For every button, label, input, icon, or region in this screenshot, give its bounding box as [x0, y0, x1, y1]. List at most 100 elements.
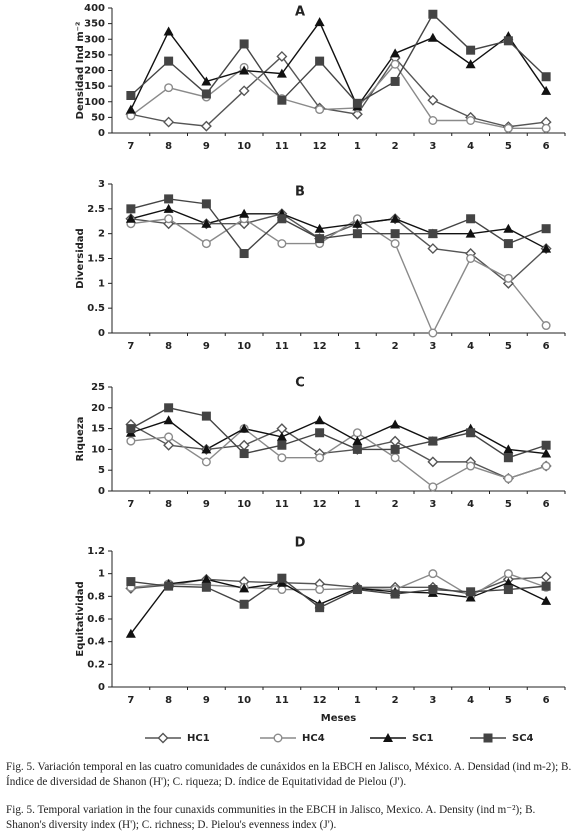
x-tick-label: 12 — [313, 341, 327, 352]
y-tick-label: 15 — [91, 424, 105, 435]
x-tick-label: 10 — [237, 141, 251, 152]
data-point — [503, 273, 513, 283]
x-tick-label: 2 — [392, 695, 399, 706]
data-point — [541, 581, 551, 591]
data-point — [465, 228, 476, 238]
data-point — [314, 17, 325, 27]
x-tick-label: 1 — [354, 341, 361, 352]
data-point — [200, 120, 212, 132]
x-tick-label: 7 — [127, 499, 134, 510]
y-tick-label: 400 — [84, 3, 105, 14]
series-line — [130, 20, 547, 110]
caption-es: Fig. 5. Variación temporal en las cuatro… — [6, 761, 572, 788]
data-point — [201, 444, 212, 454]
data-point — [201, 574, 212, 584]
data-point — [466, 428, 476, 438]
series-line — [130, 208, 547, 250]
data-point — [164, 214, 174, 224]
data-point — [466, 115, 476, 125]
data-point — [315, 234, 325, 244]
x-axis-label: Meses — [321, 713, 356, 724]
x-tick-label: 5 — [505, 141, 512, 152]
data-point — [277, 95, 287, 105]
x-tick-label: 10 — [237, 695, 251, 706]
data-point — [163, 439, 175, 451]
x-tick-label: 1 — [354, 141, 361, 152]
data-point — [201, 411, 211, 421]
x-tick-label: 3 — [429, 341, 436, 352]
data-point — [238, 85, 250, 97]
series-line — [130, 63, 547, 130]
panel-title: A — [295, 5, 305, 20]
y-tick-label: 200 — [84, 66, 105, 77]
series-line — [130, 13, 547, 105]
y-tick-label: 3 — [98, 179, 105, 190]
data-point — [503, 474, 513, 484]
x-tick-label: 7 — [127, 141, 134, 152]
data-point — [201, 239, 211, 249]
caption-en: Fig. 5. Temporal variation in the four c… — [6, 804, 536, 831]
y-tick-label: 0 — [98, 486, 105, 497]
y-tick-label: 0.8 — [87, 591, 105, 602]
x-tick-label: 5 — [505, 695, 512, 706]
series-line — [130, 407, 547, 459]
data-point — [125, 628, 136, 638]
data-point — [352, 585, 362, 595]
data-point — [352, 218, 363, 228]
x-tick-label: 5 — [505, 499, 512, 510]
data-point — [163, 26, 174, 36]
panel-title: D — [295, 536, 306, 551]
data-point — [427, 32, 438, 42]
data-point — [125, 213, 136, 223]
x-tick-label: 8 — [165, 141, 172, 152]
data-point — [541, 123, 551, 133]
data-point — [541, 224, 551, 234]
y-tick-label: 25 — [91, 382, 105, 393]
y-axis-label: Riqueza — [75, 417, 86, 462]
data-point — [315, 428, 325, 438]
legend-marker — [383, 733, 393, 742]
data-point — [201, 457, 211, 467]
data-point — [201, 76, 212, 86]
data-point — [126, 204, 136, 214]
series-line — [130, 423, 547, 480]
y-tick-label: 1.2 — [87, 546, 105, 557]
data-point — [276, 68, 287, 78]
data-point — [164, 56, 174, 66]
y-tick-label: 2.5 — [87, 204, 105, 215]
data-point — [351, 108, 363, 120]
x-tick-label: 9 — [203, 499, 210, 510]
y-tick-label: 1 — [98, 278, 105, 289]
series-line — [130, 419, 547, 455]
data-point — [315, 453, 325, 463]
data-point — [541, 448, 552, 458]
x-tick-label: 5 — [505, 341, 512, 352]
data-point — [315, 603, 325, 613]
data-point — [277, 239, 287, 249]
data-point — [239, 599, 249, 609]
data-point — [541, 440, 551, 450]
y-tick-label: 0.2 — [87, 659, 105, 670]
y-axis-label: Diversidad — [75, 228, 86, 288]
data-point — [503, 239, 513, 249]
data-point — [315, 56, 325, 66]
data-point — [352, 229, 362, 239]
legend-label: HC4 — [302, 733, 325, 744]
x-tick-label: 7 — [127, 695, 134, 706]
data-point — [201, 582, 211, 592]
data-point — [390, 444, 400, 454]
y-tick-label: 150 — [84, 81, 105, 92]
data-point — [352, 428, 362, 438]
data-point — [352, 98, 362, 108]
x-tick-label: 6 — [543, 141, 550, 152]
data-point — [390, 213, 401, 223]
data-point — [352, 444, 362, 454]
data-point — [201, 218, 212, 228]
y-axis-label: Equitatividad — [75, 581, 86, 656]
data-point — [503, 453, 513, 463]
data-point — [239, 423, 250, 433]
x-tick-label: 3 — [429, 695, 436, 706]
data-point — [314, 223, 325, 233]
